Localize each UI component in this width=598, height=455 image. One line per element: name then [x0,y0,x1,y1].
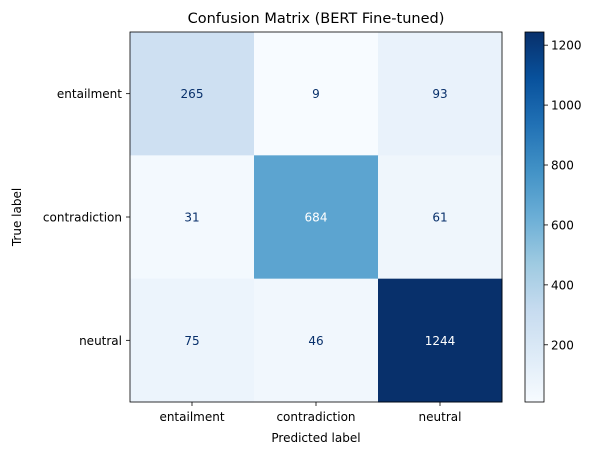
matrix-cell [378,32,503,156]
cell-value-label: 265 [181,87,204,101]
colorbar-tick-label: 200 [551,338,574,352]
y-tick-label: entailment [57,87,122,101]
y-axis-ticks: entailment contradiction neutral [43,87,130,348]
matrix-cell [130,155,255,280]
cell-value-label: 93 [432,87,447,101]
x-tick-label: neutral [419,410,462,424]
colorbar-tick-label: 800 [551,159,574,173]
y-tick-label: neutral [79,334,122,348]
cell-value-label: 75 [184,334,199,348]
x-tick-label: contradiction [276,410,355,424]
matrix-cell [254,155,379,280]
y-axis-label: True label [10,188,24,247]
colorbar [524,31,545,403]
matrix-cell [378,155,503,280]
y-tick-label: contradiction [43,211,122,225]
chart-title: Confusion Matrix (BERT Fine-tuned) [188,11,445,27]
colorbar-tick-label: 600 [551,218,574,232]
colorbar-ticks: 200 400 600 800 1000 1200 [544,39,582,352]
matrix-cell [130,32,255,156]
cell-value-label: 61 [432,211,447,225]
colorbar-tick-label: 400 [551,278,574,292]
cell-value-label: 684 [305,211,328,225]
cell-value-label: 31 [184,211,199,225]
matrix-cell [254,278,379,403]
matrix-cells [130,32,503,403]
colorbar-tick-label: 1000 [551,99,582,113]
cell-value-label: 9 [312,87,320,101]
matrix-cell [378,278,503,403]
cell-value-label: 46 [308,334,323,348]
matrix-cell-labels: 265 9 93 31 684 61 75 46 1244 [181,87,456,348]
x-tick-label: entailment [159,410,224,424]
matrix-cell [254,32,379,156]
x-axis-ticks: entailment contradiction neutral [159,402,461,424]
matrix-cell [130,278,255,403]
x-axis-label: Predicted label [271,431,360,445]
cell-value-label: 1244 [425,334,456,348]
colorbar-tick-label: 1200 [551,39,582,53]
